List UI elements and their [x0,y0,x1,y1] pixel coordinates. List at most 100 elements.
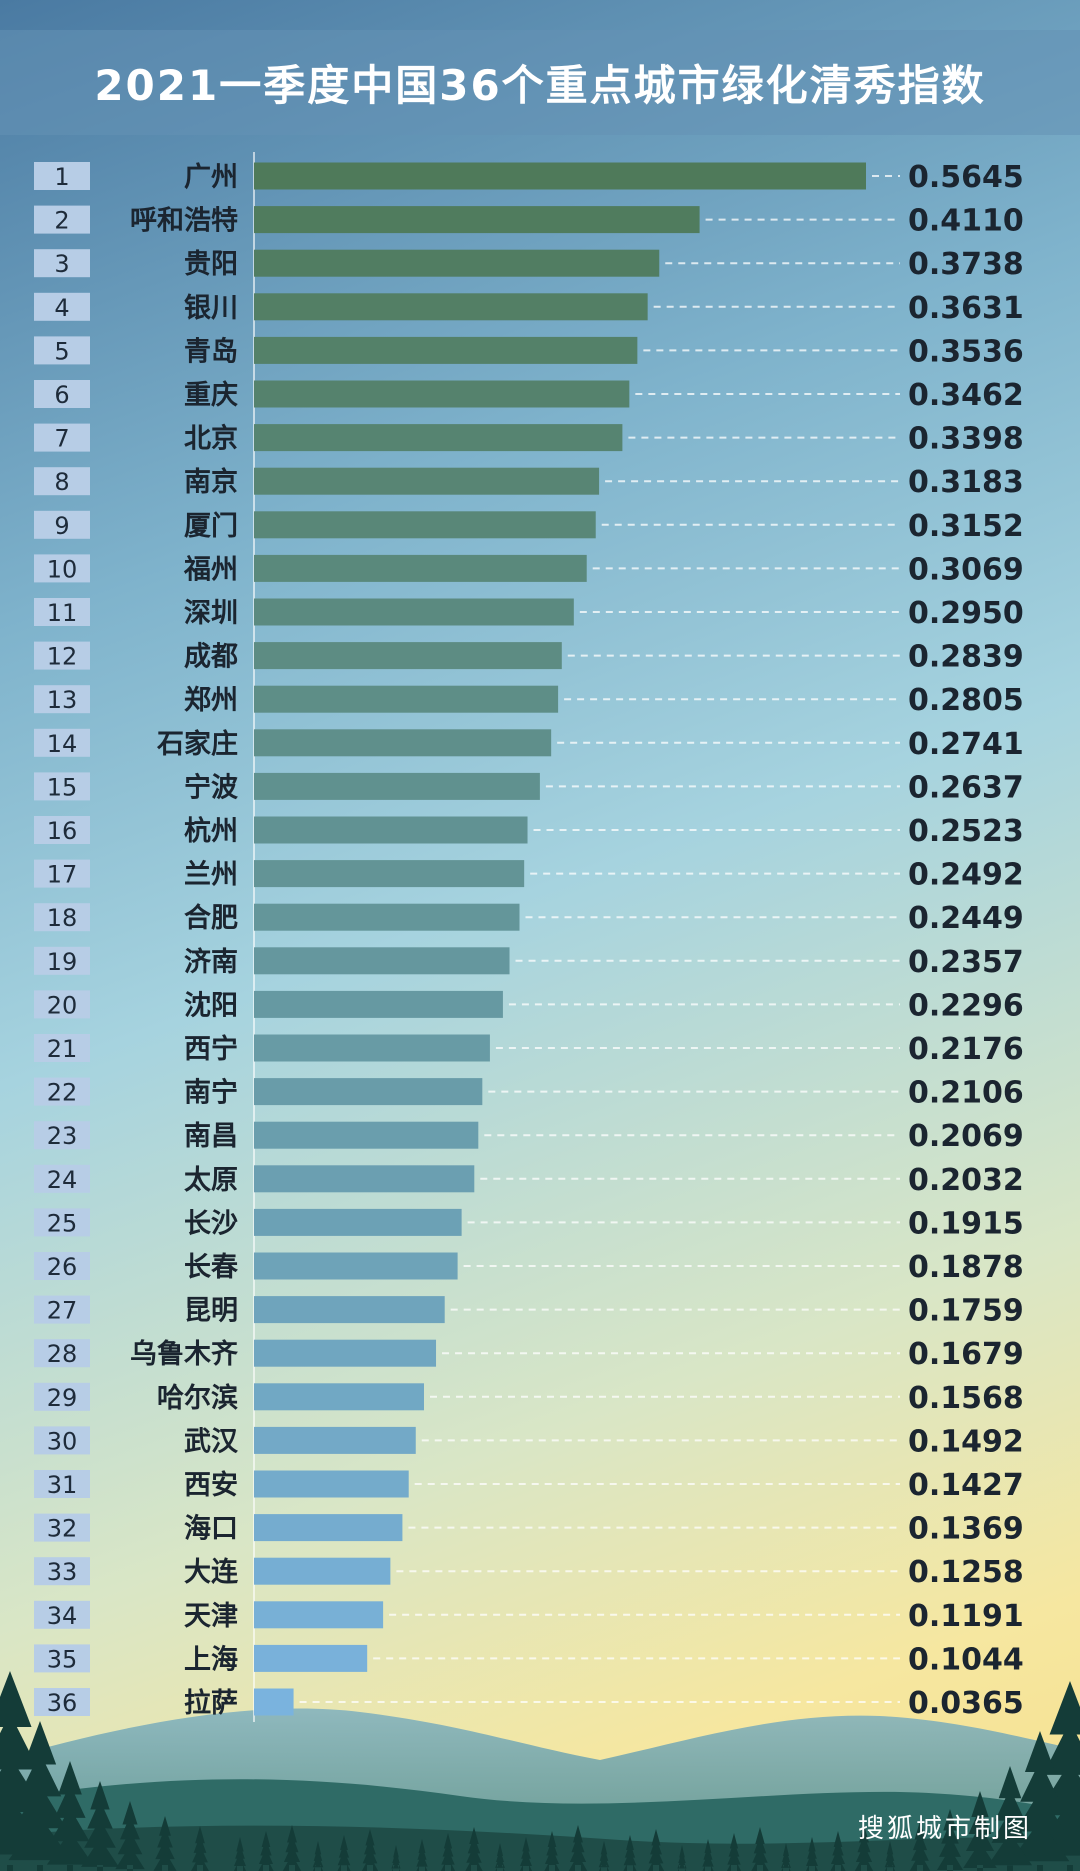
bar [254,1514,403,1542]
bar [254,1165,475,1193]
bar [254,554,587,582]
value-label: 0.3069 [908,552,1024,587]
rank-number: 27 [47,1297,78,1325]
pine-tree-icon [568,1825,588,1871]
city-label: 乌鲁木齐 [130,1338,239,1370]
pine-tree-icon [702,1839,714,1871]
rank-box [34,1339,90,1368]
bar [254,642,562,670]
value-label: 0.2741 [908,727,1024,762]
bar [254,1121,479,1149]
pine-tree-icon [440,1833,456,1871]
rank-number: 29 [47,1384,78,1412]
pine-tree-icon [830,1831,846,1871]
rank-box [34,162,90,190]
rank-number: 36 [47,1689,78,1717]
pine-tree-icon [115,1801,145,1871]
city-label: 北京 [184,423,238,455]
rank-number: 20 [47,991,78,1019]
pine-tree-icon [544,1831,560,1871]
rank-box [34,1557,90,1586]
pine-tree-icon [805,1837,819,1871]
pine-tree-icon [258,1831,274,1871]
bar [254,1470,409,1498]
rank-number: 30 [47,1427,78,1455]
city-label: 海口 [184,1514,238,1545]
value-label: 0.2805 [908,683,1024,718]
rank-number: 14 [47,730,78,758]
bar [254,860,525,888]
value-label: 0.2176 [908,1032,1024,1067]
pine-tree-icon [781,1843,791,1871]
value-label: 0.1878 [908,1250,1024,1285]
value-label: 0.2296 [908,988,1024,1023]
bar [254,162,866,190]
city-label: 西宁 [184,1033,238,1065]
rank-number: 9 [54,512,69,540]
city-label: 昆明 [184,1296,238,1327]
city-label: 武汉 [184,1426,239,1457]
value-label: 0.1492 [908,1424,1024,1459]
city-label: 南宁 [184,1077,238,1109]
bar [254,1426,416,1454]
bar [254,424,623,452]
rank-number: 32 [47,1515,78,1543]
value-label: 0.1044 [908,1642,1024,1677]
pine-tree-icon [46,1761,94,1871]
bar [254,1296,445,1324]
pine-tree-icon [909,1821,931,1871]
pine-tree-icon [987,1766,1033,1871]
pine-tree-icon [361,1829,379,1871]
city-label: 沈阳 [184,990,238,1021]
rank-box [34,641,90,670]
pine-tree-icon [233,1837,247,1871]
value-label: 0.3536 [908,334,1024,369]
bar [254,336,638,364]
rank-box [34,1513,90,1542]
city-label: 重庆 [184,379,238,411]
rank-box [34,1121,90,1150]
pine-tree-icon [153,1816,177,1871]
pine-tree-icon [0,1671,52,1871]
value-label: 0.1568 [908,1381,1024,1416]
value-label: 0.1759 [908,1294,1024,1329]
rank-number: 28 [47,1340,78,1368]
rank-box [34,1688,90,1716]
pine-tree-icon [519,1837,533,1871]
rank-number: 24 [47,1166,78,1194]
bar [254,816,528,844]
city-label: 太原 [184,1165,238,1196]
bar [254,1557,391,1585]
rank-box [34,1295,90,1324]
rank-number: 16 [47,817,78,845]
rank-box [34,903,90,932]
bar [254,206,700,234]
value-label: 0.5645 [908,160,1024,195]
value-label: 0.0365 [908,1686,1024,1721]
rank-box [34,816,90,844]
bar [254,1383,424,1411]
city-label: 兰州 [184,860,238,891]
rank-box [34,1034,90,1062]
city-label: 天津 [184,1601,238,1632]
rank-number: 5 [54,337,69,365]
value-label: 0.2839 [908,640,1024,675]
rank-box [34,598,90,626]
rank-box [34,554,90,583]
rank-box [34,423,90,452]
value-label: 0.1369 [908,1512,1024,1547]
city-label: 南京 [184,466,238,498]
rank-number: 3 [54,250,69,278]
rank-number: 4 [54,294,69,322]
value-label: 0.1427 [908,1468,1024,1503]
city-label: 贵阳 [184,249,238,280]
city-label: 宁波 [184,771,239,803]
forest-scenery [0,1671,1080,1871]
tree-silhouettes [0,1671,1080,1871]
city-label: 济南 [184,947,238,978]
rank-box [34,772,90,801]
rank-box [34,859,90,888]
bar [254,772,540,800]
rank-box [34,1164,90,1193]
city-label: 合肥 [184,902,238,934]
